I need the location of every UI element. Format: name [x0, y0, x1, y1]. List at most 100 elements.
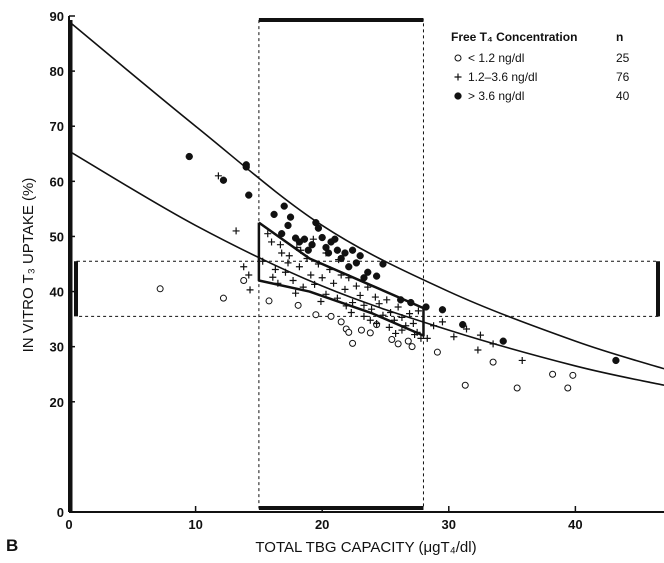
- panel-label: B: [6, 536, 18, 555]
- point-open-circle: [219, 294, 227, 302]
- x-tick-label: 40: [568, 517, 582, 532]
- point-open-circle: [569, 371, 577, 379]
- point-filled-circle: [422, 303, 430, 311]
- point-plus: [398, 313, 406, 321]
- point-plus: [345, 274, 353, 282]
- x-tick-label: 20: [315, 517, 329, 532]
- point-open-circle: [345, 328, 353, 336]
- point-plus: [297, 246, 305, 254]
- point-filled-circle: [300, 235, 309, 243]
- point-plus: [347, 308, 355, 316]
- point-filled-circle: [324, 249, 333, 257]
- point-filled-circle: [348, 246, 357, 254]
- point-filled-circle: [397, 296, 405, 304]
- point-plus: [268, 238, 276, 246]
- point-plus: [295, 263, 303, 271]
- point-open-circle: [408, 343, 416, 351]
- point-open-circle: [294, 301, 302, 309]
- point-plus: [240, 263, 248, 271]
- point-filled-circle: [278, 230, 286, 238]
- point-open-circle: [357, 326, 365, 334]
- x-normal-range-box: [258, 19, 424, 509]
- point-filled-circle: [356, 252, 364, 260]
- x-tick-label: 0: [65, 517, 72, 532]
- regression-curves: [68, 20, 664, 387]
- point-open-circle: [265, 297, 273, 305]
- point-plus: [333, 294, 341, 302]
- point-plus: [368, 305, 376, 313]
- point-plus: [518, 356, 526, 364]
- point-plus: [438, 318, 446, 326]
- point-filled-circle: [345, 263, 353, 271]
- point-plus: [411, 331, 419, 339]
- point-filled-circle: [308, 241, 316, 249]
- point-plus: [293, 243, 301, 251]
- y-tick-label: 80: [50, 64, 64, 79]
- y-tick-label: 70: [50, 119, 64, 134]
- point-plus: [274, 279, 282, 287]
- legend-header: Free T₄ Concentration: [451, 30, 577, 44]
- legend-entries: < 1.2 ng/dl 25 1.2–3.6 ng/dl 76 > 3.6 ng/dl 4…: [454, 51, 630, 103]
- point-plus: [360, 312, 368, 320]
- legend-marker-filled-circle: [454, 92, 462, 100]
- point-filled-circle: [185, 152, 193, 161]
- legend-n: 40: [616, 89, 630, 103]
- point-plus: [299, 283, 307, 291]
- point-plus: [352, 282, 360, 290]
- point-filled-circle: [242, 163, 250, 171]
- axis-ticks: 0 10 20 30 40 0 20 30 40 50 60 70 80 90: [50, 9, 583, 532]
- point-plus: [318, 274, 326, 282]
- y-tick-label: 60: [50, 174, 64, 189]
- point-plus: [271, 266, 279, 274]
- point-filled-circle: [379, 260, 387, 268]
- legend-label: > 3.6 ng/dl: [468, 89, 524, 103]
- y-tick-label: 20: [50, 395, 64, 410]
- point-plus: [264, 230, 272, 238]
- point-plus: [342, 302, 350, 310]
- y-axis-title: IN VITRO T₃ UPTAKE (%): [20, 178, 37, 353]
- point-plus: [360, 301, 368, 309]
- point-open-circle: [549, 370, 557, 378]
- point-plus: [276, 241, 284, 249]
- point-plus: [373, 320, 381, 328]
- point-plus: [474, 346, 482, 354]
- point-plus: [259, 257, 267, 265]
- point-filled-circle: [612, 356, 620, 365]
- point-plus: [409, 320, 417, 328]
- point-plus: [394, 303, 402, 311]
- point-plus: [292, 289, 300, 297]
- point-plus: [364, 283, 372, 291]
- point-plus: [269, 273, 277, 281]
- point-plus: [385, 323, 393, 331]
- point-filled-circle: [331, 235, 339, 243]
- point-plus: [232, 227, 240, 235]
- point-filled-circle: [333, 246, 342, 254]
- point-filled-circle: [352, 259, 361, 267]
- point-plus: [375, 300, 383, 308]
- point-plus: [489, 340, 497, 348]
- point-plus: [314, 260, 322, 268]
- point-plus: [371, 293, 379, 301]
- x-tick-label: 10: [188, 517, 202, 532]
- point-plus: [326, 266, 334, 274]
- point-filled-circle: [304, 246, 312, 254]
- point-plus: [392, 329, 400, 337]
- point-plus: [330, 279, 338, 287]
- point-plus: [307, 271, 315, 279]
- point-plus: [349, 299, 357, 307]
- y-tick-label: 90: [50, 9, 64, 24]
- point-plus: [450, 333, 458, 341]
- point-filled-circle: [286, 213, 295, 221]
- point-filled-circle: [360, 274, 368, 282]
- legend-marker-open-circle: [454, 54, 462, 62]
- legend-marker-plus: [454, 73, 462, 81]
- point-open-circle: [240, 277, 248, 285]
- legend-label: < 1.2 ng/dl: [468, 51, 524, 65]
- point-filled-circle: [219, 176, 228, 184]
- point-filled-circle: [372, 272, 381, 280]
- point-plus: [214, 172, 222, 180]
- boundary-polygon: [257, 221, 425, 337]
- y-tick-label: 30: [50, 340, 64, 355]
- point-plus: [366, 316, 374, 324]
